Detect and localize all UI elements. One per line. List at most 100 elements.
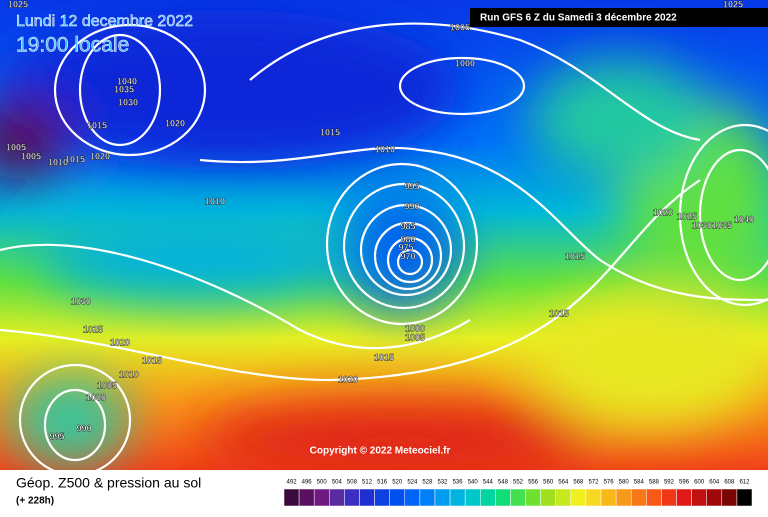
legend-swatch <box>540 488 556 507</box>
legend-swatch <box>389 488 406 507</box>
legend-label: 564 <box>558 480 569 486</box>
isobar-label: 1000 <box>86 392 106 402</box>
isobar-label: 1020 <box>338 374 358 384</box>
legend-label: 560 <box>543 480 554 486</box>
legend-label: 532 <box>438 480 449 486</box>
isobar-label: 1030 <box>118 97 138 107</box>
legend-swatch <box>585 488 602 507</box>
isobar-label: 1020 <box>165 118 185 128</box>
legend-label: 580 <box>619 480 630 486</box>
isobar-label: 1010 <box>48 157 68 167</box>
isobar-label: 1015 <box>320 127 340 137</box>
legend-label: 600 <box>694 480 705 486</box>
isobar-label: 1000 <box>455 58 475 68</box>
isobar-label: 970 <box>400 251 415 261</box>
forecast-time: 19:00 locale <box>16 34 129 57</box>
isobar-label: 1025 <box>8 0 28 9</box>
isobar-label: 990 <box>404 201 419 211</box>
copyright: Copyright © 2022 Meteociel.fr <box>310 446 451 457</box>
run-box <box>470 8 768 27</box>
legend-label: 520 <box>392 480 403 486</box>
legend-swatch <box>480 488 496 507</box>
legend-label: 500 <box>317 480 328 486</box>
legend-swatch <box>374 488 390 507</box>
isobar-label: 975 <box>398 242 413 252</box>
legend-swatch <box>706 488 723 507</box>
legend-label: 540 <box>468 480 479 486</box>
legend-swatch <box>676 488 692 507</box>
legend-label: 608 <box>724 480 735 486</box>
isobar-label: 1005 <box>405 332 425 342</box>
legend-swatch <box>298 488 315 507</box>
legend-swatch <box>404 488 421 507</box>
isobar-label: 1010 <box>119 369 139 379</box>
legend-label: 492 <box>287 480 298 486</box>
legend-label: 536 <box>453 480 464 486</box>
isobar-label: 1010 <box>375 144 395 154</box>
legend-label: 552 <box>513 480 524 486</box>
legend-label: 516 <box>377 480 388 486</box>
isobar-label: 1030 <box>71 296 91 306</box>
isobar-label: 1035 <box>114 84 134 94</box>
isobar-label: 985 <box>400 221 415 231</box>
isobar-label: 990 <box>76 423 91 433</box>
legend-swatch <box>419 488 436 507</box>
isobar-label: 1005 <box>6 142 26 152</box>
footer-title: Géop. Z500 & pression au sol <box>16 475 201 491</box>
legend-swatch <box>721 488 738 507</box>
legend-swatch <box>661 488 677 507</box>
legend-label: 584 <box>634 480 645 486</box>
isobar-label: 1025 <box>83 324 103 334</box>
isobar-label: 995 <box>49 431 64 441</box>
legend-swatch <box>359 488 375 507</box>
legend-label: 544 <box>483 480 494 486</box>
legend-swatch <box>344 488 360 507</box>
legend-swatch <box>570 488 587 507</box>
legend-swatch <box>495 488 511 507</box>
legend-swatch <box>464 488 481 507</box>
forecast-date: Lundi 12 decembre 2022 <box>16 13 193 30</box>
legend-swatch <box>449 488 466 507</box>
isobar-label: 1025 <box>677 211 697 221</box>
legend-label: 612 <box>739 480 750 486</box>
legend-swatch <box>510 488 526 507</box>
isobar-label: 1040 <box>117 76 137 86</box>
isobar-label: 1030 <box>692 220 712 230</box>
isobar-label: 1020 <box>90 151 110 161</box>
legend-label: 508 <box>347 480 358 486</box>
legend-swatch <box>600 488 617 507</box>
legend-label: 596 <box>679 480 690 486</box>
legend-swatch <box>434 488 451 507</box>
isobar-label: 1010 <box>205 196 225 206</box>
legend-label: 556 <box>528 480 539 486</box>
color-legend: 492 496 500 504 508 512 516 520 524 528 532 536 540 5… <box>283 480 753 507</box>
isobar-label: 995 <box>404 181 419 191</box>
legend-swatch <box>736 488 753 507</box>
run-info: Run GFS 6 Z du Samedi 3 décembre 2022 <box>480 13 677 24</box>
isobar-label: 1005 <box>450 22 470 32</box>
legend-label: 524 <box>407 480 418 486</box>
legend-swatch <box>329 488 345 507</box>
legend-swatch <box>313 488 330 507</box>
legend-label: 604 <box>709 480 720 486</box>
isobar-label: 1015 <box>142 355 162 365</box>
isobar-label: 1020 <box>110 337 130 347</box>
legend-swatch <box>615 488 632 507</box>
isobar-label: 1040 <box>734 214 754 224</box>
legend-label: 512 <box>362 480 373 486</box>
legend-label: 528 <box>422 480 433 486</box>
isobar-label: 1005 <box>97 380 117 390</box>
isobar-label: 1025 <box>723 0 743 9</box>
isobar-label: 980 <box>400 234 415 244</box>
legend-swatch <box>283 488 300 507</box>
isobar-labels: 1025 102510051000104010351030102010151015… <box>6 0 754 442</box>
legend-swatch <box>525 488 541 507</box>
isobar-label: 1015 <box>549 308 569 318</box>
legend-label: 496 <box>302 480 313 486</box>
legend-label: 504 <box>332 480 343 486</box>
isobar-label: 1035 <box>712 220 732 230</box>
legend-swatch <box>555 488 572 507</box>
isobars <box>0 22 768 477</box>
legend-label: 588 <box>649 480 660 486</box>
